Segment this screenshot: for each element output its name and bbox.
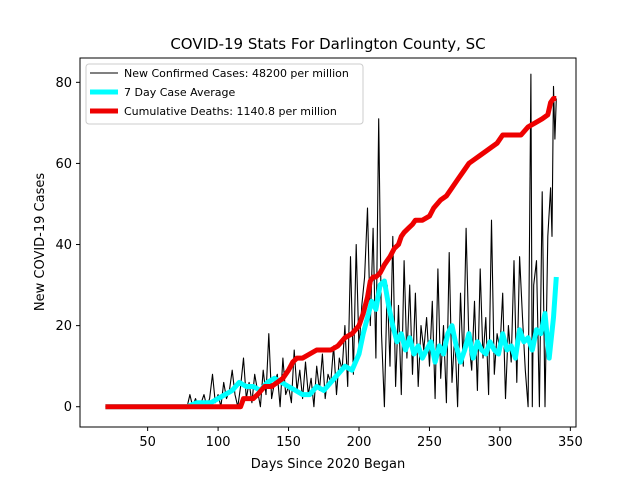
y-tick-label: 0 bbox=[64, 400, 72, 415]
series-group bbox=[105, 73, 559, 410]
plot-area: 50 100 150 200 250 300 350 0 20 40 60 80 New Confirm… bbox=[55, 57, 583, 450]
series-line-2 bbox=[105, 276, 559, 410]
y-tick-label: 40 bbox=[55, 238, 72, 253]
x-tick-label: 100 bbox=[206, 435, 231, 450]
legend-box bbox=[85, 63, 364, 125]
x-tick-label: 250 bbox=[417, 435, 442, 450]
x-tick-label: 200 bbox=[347, 435, 372, 450]
y-tick-label: 80 bbox=[55, 76, 72, 91]
chart-title: COVID-19 Stats For Darlington County, SC bbox=[170, 35, 485, 53]
legend-entry-3: Cumulative Deaths: 1140.8 per million bbox=[124, 105, 337, 118]
y-axis-label: New COVID-19 Cases bbox=[33, 173, 48, 311]
series-line-3 bbox=[105, 96, 557, 410]
x-axis-label: Days Since 2020 Began bbox=[251, 457, 406, 472]
legend-entry-2: 7 Day Case Average bbox=[124, 86, 236, 99]
plot-frame bbox=[79, 57, 577, 428]
x-tick-label: 350 bbox=[558, 435, 583, 450]
y-tick-label: 60 bbox=[55, 157, 72, 172]
x-tick-label: 300 bbox=[487, 435, 512, 450]
x-tick-label: 150 bbox=[276, 435, 301, 450]
y-tick-label: 20 bbox=[55, 319, 72, 334]
legend-entry-1: New Confirmed Cases: 48200 per million bbox=[124, 67, 349, 80]
x-tick-label: 50 bbox=[139, 435, 156, 450]
legend: New Confirmed Cases: 48200 per million 7 … bbox=[85, 63, 364, 125]
